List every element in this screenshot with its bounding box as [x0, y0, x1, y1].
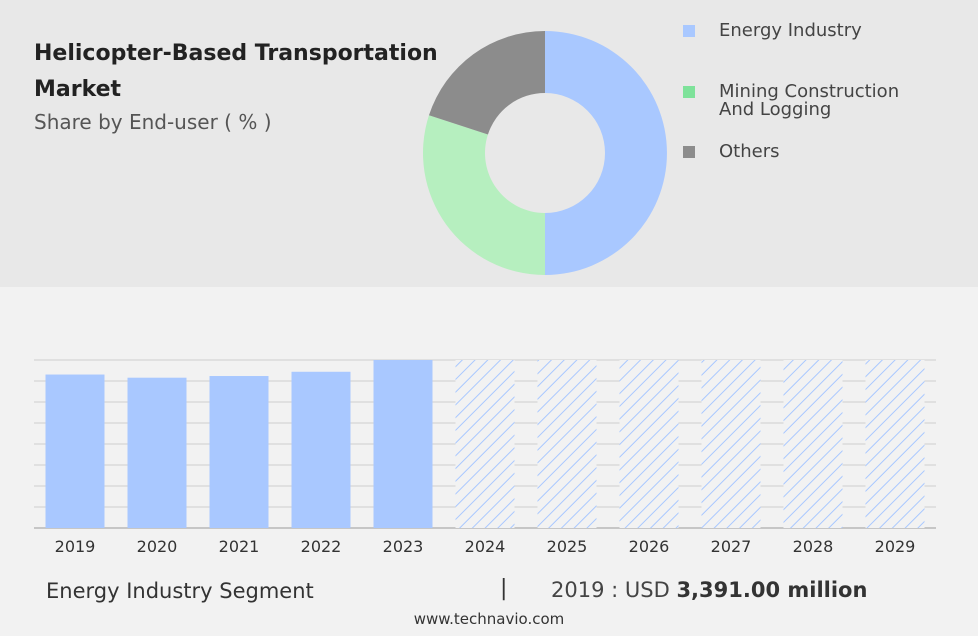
chart-title: Helicopter-Based Transportation Market: [34, 41, 438, 102]
x-tick-label: 2019: [55, 537, 96, 556]
legend-label: Others: [719, 141, 780, 162]
bar-2021: [209, 376, 269, 528]
donut-chart: [423, 31, 667, 275]
x-tick-label: 2023: [383, 537, 424, 556]
bar-2023: [373, 360, 433, 528]
x-tick-label: 2027: [711, 537, 752, 556]
donut-slice-energy-industry: [545, 31, 667, 275]
source-link[interactable]: www.technavio.com: [413, 610, 565, 628]
x-tick-label: 2021: [219, 537, 260, 556]
x-tick-label: 2024: [465, 537, 506, 556]
bar-2022: [291, 371, 351, 528]
bar-2019: [45, 374, 105, 528]
x-tick-label: 2026: [629, 537, 670, 556]
footer-separator: |: [500, 576, 508, 601]
legend-item-mining-construction: Mining Construction And Logging: [683, 75, 939, 119]
legend-item-energy-industry: Energy Industry: [683, 14, 939, 40]
x-tick-label: 2020: [137, 537, 178, 556]
chart-subtitle: Share by End-user ( % ): [34, 110, 272, 134]
x-tick-label: 2022: [301, 537, 342, 556]
legend-swatch: [683, 146, 695, 158]
bar-2024: [455, 360, 515, 528]
segment-value: 2019 : USD 3,391.00 million: [551, 578, 867, 602]
year-label: 2019 : USD: [551, 578, 670, 602]
value-amount: 3,391.00 million: [676, 578, 868, 602]
bar-2025: [537, 360, 597, 528]
bar-2029: [865, 360, 925, 528]
legend-label: Mining Construction And Logging: [719, 81, 900, 120]
x-tick-label: 2028: [793, 537, 834, 556]
donut-slice-others: [428, 31, 545, 135]
x-tick-label: 2025: [547, 537, 588, 556]
legend-label: Energy Industry: [719, 20, 862, 41]
donut-slice-mining-construction-and-logging: [423, 115, 545, 275]
bar-2026: [619, 360, 679, 528]
bar-chart: 2019 2020 2021 2022 2023 2024 2025 2026 2027 2028…: [34, 359, 936, 556]
bar-2020: [127, 377, 187, 528]
x-tick-label: 2029: [875, 537, 916, 556]
bar-2028: [783, 360, 843, 528]
bar-2027: [701, 360, 761, 528]
legend-item-others: Others: [683, 135, 939, 161]
segment-label: Energy Industry Segment: [46, 579, 314, 603]
legend-swatch: [683, 25, 695, 37]
legend-swatch: [683, 86, 695, 98]
